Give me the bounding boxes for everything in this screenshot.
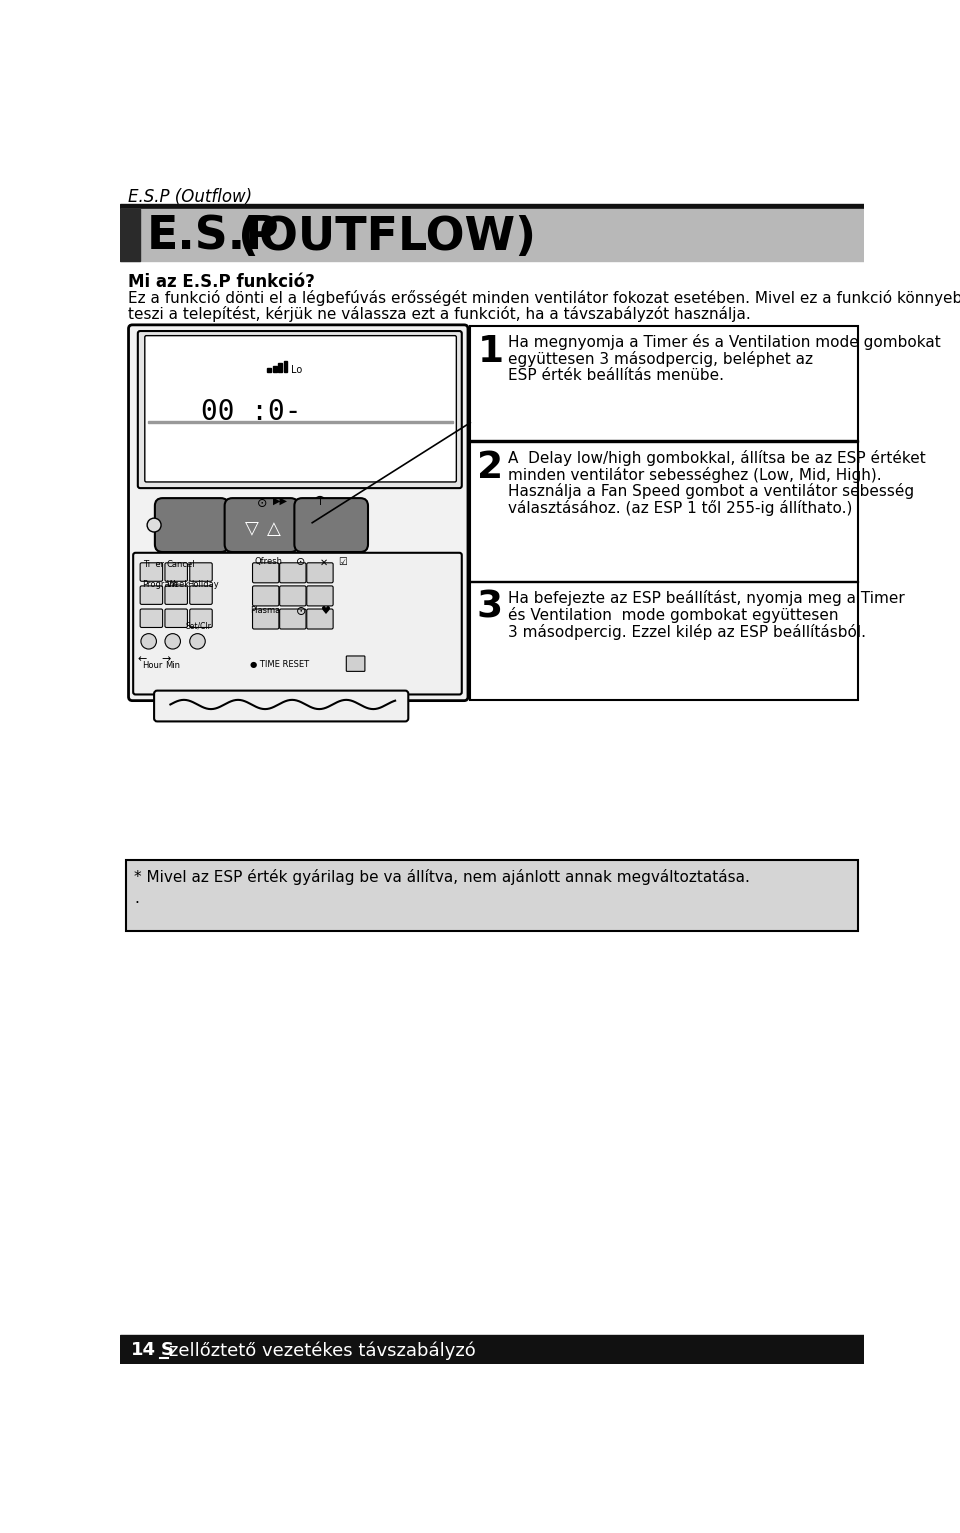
Bar xyxy=(283,362,287,373)
FancyBboxPatch shape xyxy=(129,325,468,701)
Text: E.S.P: E.S.P xyxy=(146,215,279,259)
Text: Hour: Hour xyxy=(142,661,162,670)
Text: Használja a Fan Speed gombot a ventilátor sebesség: Használja a Fan Speed gombot a ventiláto… xyxy=(508,483,914,500)
FancyBboxPatch shape xyxy=(165,609,187,627)
Text: Cancel: Cancel xyxy=(166,560,195,569)
Text: Ha befejezte az ESP beállítást, nyomja meg a Timer: Ha befejezte az ESP beállítást, nyomja m… xyxy=(508,590,904,606)
Circle shape xyxy=(165,633,180,648)
FancyBboxPatch shape xyxy=(225,498,299,552)
FancyBboxPatch shape xyxy=(140,609,162,627)
Text: 1: 1 xyxy=(478,334,504,369)
Text: Holiday: Holiday xyxy=(187,579,219,589)
Bar xyxy=(267,368,271,373)
Circle shape xyxy=(147,518,161,532)
Text: Qfresh: Qfresh xyxy=(254,558,282,566)
FancyBboxPatch shape xyxy=(190,563,212,581)
Text: minden ventilátor sebességhez (Low, Mid, High).: minden ventilátor sebességhez (Low, Mid,… xyxy=(508,466,881,483)
Text: ▶▶: ▶▶ xyxy=(274,495,288,506)
FancyBboxPatch shape xyxy=(252,563,278,583)
FancyBboxPatch shape xyxy=(295,498,368,552)
Text: ⊙: ⊙ xyxy=(296,606,306,618)
Bar xyxy=(148,422,453,423)
Bar xyxy=(120,1335,864,1364)
Text: teszi a telepítést, kérjük ne válassza ezt a funkciót, ha a távszabályzót haszná: teszi a telepítést, kérjük ne válassza e… xyxy=(128,305,751,322)
Text: 3: 3 xyxy=(476,590,503,625)
Bar xyxy=(126,860,858,931)
Text: →: → xyxy=(161,653,171,664)
FancyBboxPatch shape xyxy=(155,691,408,722)
Text: △: △ xyxy=(267,520,280,538)
FancyBboxPatch shape xyxy=(138,331,462,487)
Text: zellőztető vezetékes távszabályzó: zellőztető vezetékes távszabályzó xyxy=(169,1341,475,1360)
Text: ⊙: ⊙ xyxy=(296,558,305,567)
Text: választásához. (az ESP 1 től 255-ig állíthato.): választásához. (az ESP 1 től 255-ig állí… xyxy=(508,500,852,517)
Text: ☑: ☑ xyxy=(339,558,348,567)
Circle shape xyxy=(315,497,325,507)
Bar xyxy=(273,366,276,373)
Text: Mi az E.S.P funkció?: Mi az E.S.P funkció? xyxy=(128,273,315,291)
FancyBboxPatch shape xyxy=(307,563,333,583)
Text: 2: 2 xyxy=(476,449,503,486)
FancyBboxPatch shape xyxy=(165,563,187,581)
FancyBboxPatch shape xyxy=(307,586,333,606)
Text: Lo: Lo xyxy=(291,365,301,376)
Text: Plasma: Plasma xyxy=(251,606,280,615)
Text: 00 :0-: 00 :0- xyxy=(202,399,301,426)
FancyBboxPatch shape xyxy=(190,586,212,604)
Text: Ti  er: Ti er xyxy=(143,560,164,569)
Text: Ez a funkció dönti el a légbefúvás erősségét minden ventilátor fokozat esetében.: Ez a funkció dönti el a légbefúvás erőss… xyxy=(128,290,960,307)
Text: * Mivel az ESP érték gyárilag be va állítva, nem ajánlott annak megváltoztatása.: * Mivel az ESP érték gyárilag be va állí… xyxy=(134,869,750,885)
Text: ←: ← xyxy=(137,653,147,664)
FancyBboxPatch shape xyxy=(145,336,456,481)
Text: .: . xyxy=(134,891,139,906)
Bar xyxy=(120,208,140,261)
Text: 3 másodpercig. Ezzel kilép az ESP beállításból.: 3 másodpercig. Ezzel kilép az ESP beállí… xyxy=(508,624,866,639)
Text: A  Delay low/high gombokkal, állítsa be az ESP értéket: A Delay low/high gombokkal, állítsa be a… xyxy=(508,449,925,466)
Text: I: I xyxy=(319,497,322,507)
Text: ⊙: ⊙ xyxy=(256,497,267,510)
FancyBboxPatch shape xyxy=(155,498,228,552)
FancyBboxPatch shape xyxy=(279,609,306,629)
FancyBboxPatch shape xyxy=(279,563,306,583)
FancyBboxPatch shape xyxy=(140,586,162,604)
FancyBboxPatch shape xyxy=(190,609,212,627)
FancyBboxPatch shape xyxy=(140,563,162,581)
Circle shape xyxy=(141,633,156,648)
FancyBboxPatch shape xyxy=(165,586,187,604)
Text: Min: Min xyxy=(165,661,180,670)
Text: 14: 14 xyxy=(131,1341,156,1360)
FancyBboxPatch shape xyxy=(252,586,278,606)
Text: ▽: ▽ xyxy=(245,520,258,538)
Text: ♥: ♥ xyxy=(322,606,331,616)
FancyBboxPatch shape xyxy=(133,553,462,694)
Text: együttesen 3 másodpercig, beléphet az: együttesen 3 másodpercig, beléphet az xyxy=(508,351,812,366)
FancyBboxPatch shape xyxy=(307,609,333,629)
Bar xyxy=(470,327,858,701)
Bar xyxy=(120,204,864,208)
FancyBboxPatch shape xyxy=(279,586,306,606)
Circle shape xyxy=(190,633,205,648)
Text: (OUTFLOW): (OUTFLOW) xyxy=(238,215,536,259)
Bar xyxy=(278,363,282,373)
Text: és Ventilation  mode gombokat együttesen: és Ventilation mode gombokat együttesen xyxy=(508,607,838,622)
Bar xyxy=(120,208,864,261)
Text: ESP érték beállítás menübe.: ESP érték beállítás menübe. xyxy=(508,368,724,383)
Text: E.S.P (Outflow): E.S.P (Outflow) xyxy=(128,189,252,205)
Text: S: S xyxy=(160,1341,174,1360)
Text: Program: Program xyxy=(142,579,178,589)
Text: ● TIME RESET: ● TIME RESET xyxy=(251,659,309,668)
FancyBboxPatch shape xyxy=(252,609,278,629)
Text: Week: Week xyxy=(166,579,190,589)
Text: ✕: ✕ xyxy=(320,558,328,567)
Text: Set/Clr: Set/Clr xyxy=(185,621,211,630)
FancyBboxPatch shape xyxy=(347,656,365,671)
Text: Ha megnyomja a Timer és a Ventilation mode gombokat: Ha megnyomja a Timer és a Ventilation mo… xyxy=(508,334,940,350)
